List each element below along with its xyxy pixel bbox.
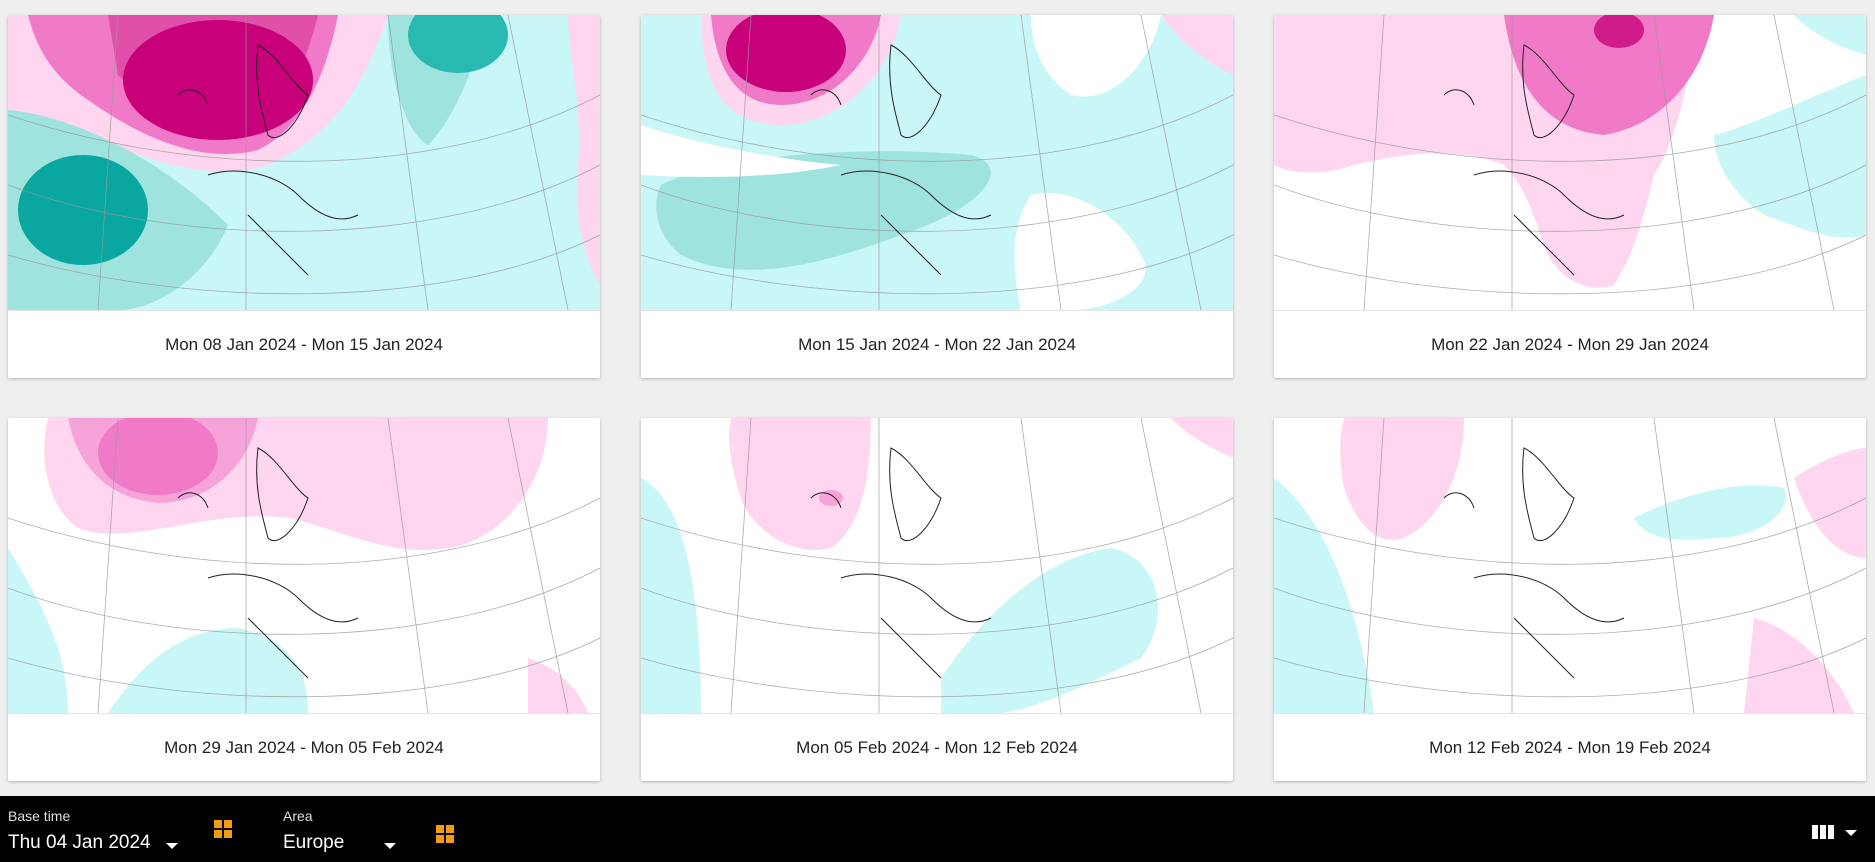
anomaly-map xyxy=(1274,15,1866,310)
bottom-toolbar: Base time Thu 04 Jan 2024 Area Europe xyxy=(0,796,1875,862)
grid-icon xyxy=(436,825,454,843)
anomaly-map xyxy=(8,418,600,713)
chart-card[interactable]: Mon 29 Jan 2024 - Mon 05 Feb 2024 xyxy=(8,418,600,781)
anomaly-map xyxy=(1274,418,1866,713)
columns-icon xyxy=(1812,825,1857,839)
area-value: Europe xyxy=(283,832,345,853)
caret-down-icon xyxy=(1845,830,1857,836)
chart-card[interactable]: Mon 15 Jan 2024 - Mon 22 Jan 2024 xyxy=(641,15,1233,378)
base-time-grid-button[interactable] xyxy=(210,816,236,842)
layout-toggle-button[interactable] xyxy=(1808,820,1864,844)
date-range-caption: Mon 29 Jan 2024 - Mon 05 Feb 2024 xyxy=(8,713,600,781)
chart-card[interactable]: Mon 05 Feb 2024 - Mon 12 Feb 2024 xyxy=(641,418,1233,781)
chart-card[interactable]: Mon 22 Jan 2024 - Mon 29 Jan 2024 xyxy=(1274,15,1866,378)
area-select[interactable]: Area Europe xyxy=(276,796,406,862)
area-label: Area xyxy=(283,808,313,824)
grid-icon xyxy=(214,820,232,838)
area-grid-button[interactable] xyxy=(432,821,458,847)
date-range-caption: Mon 22 Jan 2024 - Mon 29 Jan 2024 xyxy=(1274,310,1866,378)
base-time-label: Base time xyxy=(8,808,71,824)
date-range-caption: Mon 15 Jan 2024 - Mon 22 Jan 2024 xyxy=(641,310,1233,378)
date-range-caption: Mon 08 Jan 2024 - Mon 15 Jan 2024 xyxy=(8,310,600,378)
chevron-down-icon xyxy=(166,843,178,849)
anomaly-map xyxy=(641,418,1233,713)
date-range-caption: Mon 05 Feb 2024 - Mon 12 Feb 2024 xyxy=(641,713,1233,781)
date-range-caption: Mon 12 Feb 2024 - Mon 19 Feb 2024 xyxy=(1274,713,1866,781)
anomaly-map xyxy=(8,15,600,310)
anomaly-map xyxy=(641,15,1233,310)
chevron-down-icon xyxy=(384,843,396,849)
chart-grid: Mon 08 Jan 2024 - Mon 15 Jan 2024 xyxy=(8,15,1866,781)
base-time-select[interactable]: Base time Thu 04 Jan 2024 xyxy=(0,796,190,862)
base-time-value: Thu 04 Jan 2024 xyxy=(8,832,151,853)
chart-card[interactable]: Mon 08 Jan 2024 - Mon 15 Jan 2024 xyxy=(8,15,600,378)
chart-card[interactable]: Mon 12 Feb 2024 - Mon 19 Feb 2024 xyxy=(1274,418,1866,781)
